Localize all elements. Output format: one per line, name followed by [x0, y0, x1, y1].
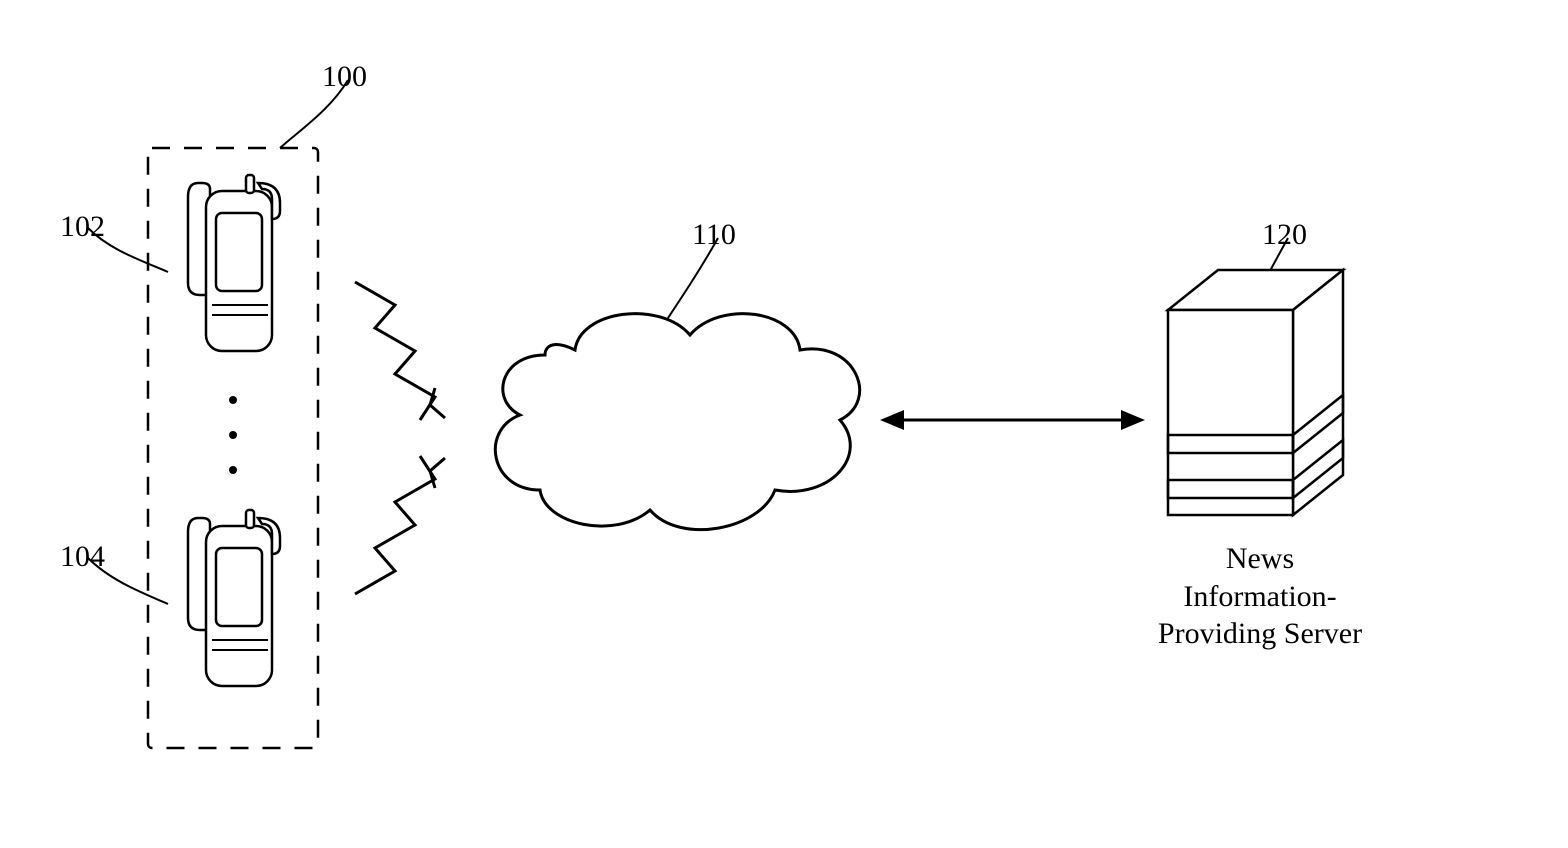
diagram-svg [0, 0, 1568, 848]
phone-icon-1 [188, 175, 280, 351]
cloud-icon [495, 314, 859, 530]
ellipsis-dot [229, 431, 237, 439]
leader-phone1 [88, 228, 168, 272]
signal-from-phone1 [355, 282, 435, 420]
ellipsis-dot [229, 396, 237, 404]
signal-from-phone2 [355, 456, 435, 594]
leader-group [280, 80, 348, 148]
phone-icon-2 [188, 510, 280, 686]
arrowhead-right [1121, 410, 1145, 430]
ellipsis-dot [229, 466, 237, 474]
server-icon [1168, 270, 1343, 515]
arrowhead-left [880, 410, 904, 430]
leader-phone2 [88, 558, 168, 604]
diagram-canvas: 100 102 104 110 120 Wireless Communicati… [0, 0, 1568, 848]
leader-cloud [660, 238, 718, 330]
